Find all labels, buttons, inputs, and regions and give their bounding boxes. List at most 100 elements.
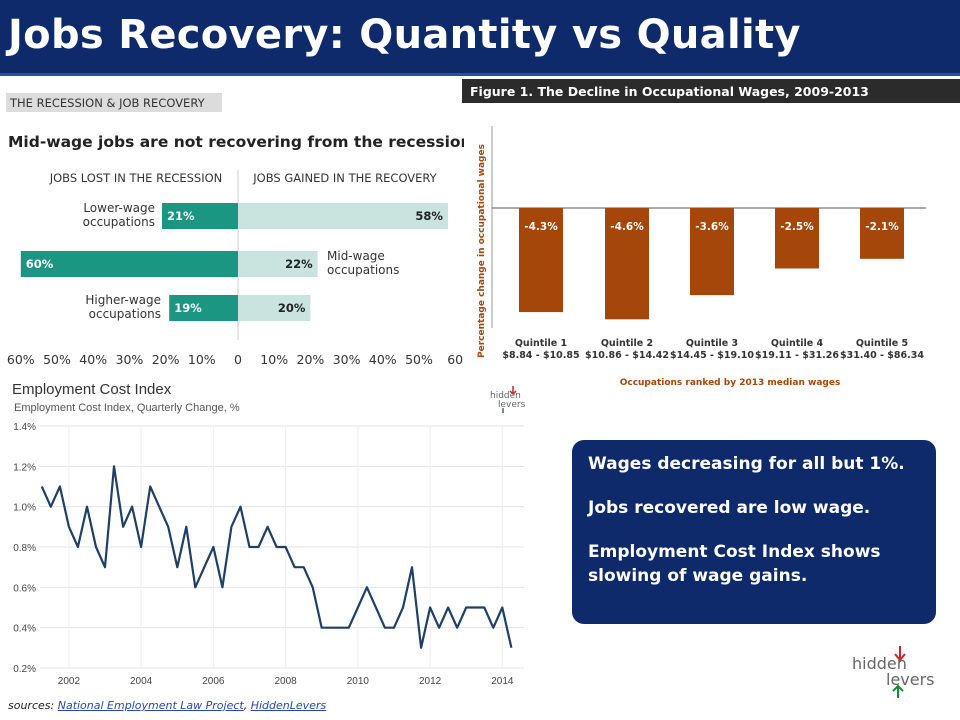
bar-lost: [169, 295, 238, 321]
quintile-range-label: $14.45 - $19.10: [670, 350, 754, 361]
quintile-label: Quintile 3: [686, 338, 738, 349]
quintile-label: Quintile 1: [515, 338, 567, 349]
sources-label: sources:: [8, 699, 55, 712]
takeaway-eci: Employment Cost Index shows slowing of w…: [588, 542, 881, 586]
bar-lost-label: 60%: [26, 257, 54, 271]
figure-title: Figure 1. The Decline in Occupational Wa…: [470, 84, 869, 99]
jobs-recovery-svg: THE RECESSION & JOB RECOVERY Mid-wage jo…: [6, 93, 464, 367]
wage-bar-label: -3.6%: [695, 221, 729, 233]
wage-bar: [775, 208, 819, 269]
tag-background: [6, 93, 222, 112]
bar-gained: [238, 251, 318, 277]
jobs-tick-label: 50%: [43, 352, 71, 367]
slide-title: Jobs Recovery: Quantity vs Quality: [8, 12, 801, 58]
jobs-tick-label: 10%: [188, 352, 216, 367]
nelp-link[interactable]: National Employment Law Project: [57, 699, 244, 712]
quintile-range-label: $19.11 - $31.26: [755, 350, 839, 361]
small-logo: hidden levers: [490, 386, 526, 413]
wage-bar: [519, 208, 563, 313]
eci-ytick-label: 0.4%: [13, 624, 36, 635]
sources-separator: ,: [243, 699, 248, 712]
key-takeaways-callout: Wages decreasing for all but 1%. Jobs re…: [572, 440, 936, 624]
title-bar: Jobs Recovery: Quantity vs Quality: [0, 0, 960, 76]
eci-xtick-label: 2002: [58, 676, 81, 687]
wage-bar-label: -2.5%: [780, 221, 814, 233]
quintile-range-label: $10.86 - $14.42: [585, 350, 669, 361]
category-label: Higher-wage: [85, 293, 161, 307]
quintile-label: Quintile 5: [856, 338, 908, 349]
eci-xtick-label: 2008: [274, 676, 297, 687]
bar-lost: [20, 251, 238, 277]
wage-bar-label: -4.6%: [610, 221, 644, 233]
quintile-label: Quintile 4: [771, 338, 824, 349]
jobs-tick-label: 0: [234, 352, 242, 367]
eci-xtick-label: 2014: [491, 676, 514, 687]
bar-lost-label: 19%: [174, 301, 202, 315]
bar-gained-label: 58%: [415, 209, 443, 223]
wage-decline-chart: Figure 1. The Decline in Occupational Wa…: [462, 76, 960, 394]
eci-xtick-label: 2010: [347, 676, 370, 687]
jobs-recovery-chart: THE RECESSION & JOB RECOVERY Mid-wage jo…: [2, 82, 464, 378]
eci-ytick-label: 0.2%: [13, 664, 36, 675]
jobs-tick-label: 30%: [333, 352, 361, 367]
jobs-tick-label: 20%: [297, 352, 325, 367]
left-header: JOBS LOST IN THE RECESSION: [49, 171, 223, 185]
category-label: Lower-wage: [83, 201, 155, 215]
quintile-range-label: $8.84 - $10.85: [502, 350, 579, 361]
bar-gained: [238, 295, 311, 321]
wage-xlabel: Occupations ranked by 2013 median wages: [620, 378, 841, 388]
category-label: occupations: [89, 307, 161, 321]
eci-xtick-label: 2004: [130, 676, 153, 687]
eci-title: Employment Cost Index: [12, 381, 172, 398]
figure-title-bar: [462, 79, 960, 103]
eci-ytick-label: 1.0%: [13, 503, 36, 514]
wage-decline-svg: Figure 1. The Decline in Occupational Wa…: [462, 79, 960, 388]
eci-xtick-label: 2012: [419, 676, 442, 687]
jobs-chart-title: Mid-wage jobs are not recovering from th…: [8, 133, 464, 151]
small-logo-text-2: levers: [498, 400, 526, 410]
category-label: occupations: [327, 263, 399, 277]
logo-text-levers: levers: [886, 670, 935, 689]
jobs-tick-label: 60: [447, 352, 463, 367]
tag-text: THE RECESSION & JOB RECOVERY: [9, 96, 206, 110]
wage-bar: [860, 208, 904, 259]
jobs-tick-label: 20%: [152, 352, 180, 367]
bar-gained: [238, 203, 448, 229]
wage-bar-label: -4.3%: [524, 221, 558, 233]
eci-ytick-label: 0.6%: [13, 583, 36, 594]
bar-lost: [161, 203, 238, 229]
wage-ylabel: Percentage change in occupational wages: [477, 144, 487, 358]
wage-bar-label: -2.1%: [865, 221, 899, 233]
jobs-tick-label: 40%: [369, 352, 397, 367]
wage-bar: [690, 208, 734, 296]
wage-bar: [605, 208, 649, 320]
eci-series-line: [40, 465, 513, 649]
small-logo-text-1: hidden: [490, 391, 521, 401]
eci-chart: Employment Cost Index Employment Cost In…: [2, 378, 526, 692]
hiddenlevers-link[interactable]: HiddenLevers: [250, 699, 327, 712]
jobs-tick-label: 10%: [260, 352, 288, 367]
category-label: Mid-wage: [327, 249, 385, 263]
bar-gained-label: 20%: [278, 301, 306, 315]
jobs-tick-label: 60%: [7, 352, 35, 367]
eci-ytick-label: 1.2%: [13, 462, 36, 473]
jobs-tick-label: 40%: [79, 352, 107, 367]
eci-svg: Employment Cost Index Employment Cost In…: [12, 381, 524, 687]
bar-gained-label: 22%: [285, 257, 313, 271]
takeaway-jobs: Jobs recovered are low wage.: [588, 498, 871, 518]
quintile-range-label: $31.40 - $86.34: [840, 350, 924, 361]
sources-line: sources: National Employment Law Project…: [8, 699, 326, 712]
eci-ytick-label: 1.4%: [13, 422, 36, 433]
eci-xtick-label: 2006: [202, 676, 225, 687]
bar-lost-label: 21%: [167, 209, 195, 223]
right-header: JOBS GAINED IN THE RECOVERY: [252, 171, 437, 185]
jobs-tick-label: 30%: [116, 352, 144, 367]
quintile-label: Quintile 2: [601, 338, 653, 349]
logo-text-hidden: hidden: [852, 654, 907, 673]
takeaway-wages: Wages decreasing for all but 1%.: [588, 454, 905, 474]
eci-subtitle: Employment Cost Index, Quarterly Change,…: [14, 402, 240, 414]
category-label: occupations: [83, 215, 155, 229]
hiddenlevers-logo: hidden levers: [852, 646, 935, 698]
jobs-tick-label: 50%: [405, 352, 433, 367]
